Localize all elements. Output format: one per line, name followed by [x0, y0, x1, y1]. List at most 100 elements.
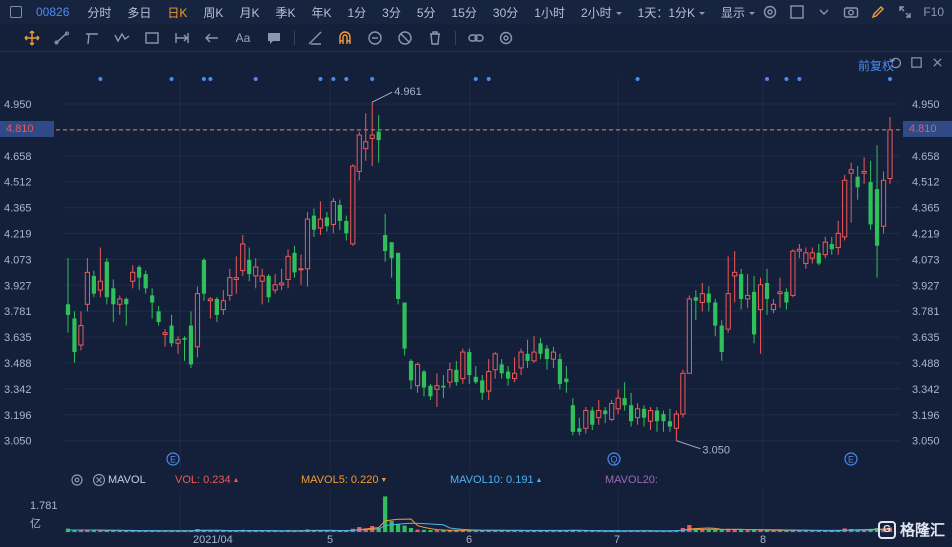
- event-dot[interactable]: [344, 77, 349, 81]
- timeframe-5[interactable]: 季K: [275, 5, 296, 20]
- timeframe-6[interactable]: 年K: [311, 5, 332, 20]
- arrow-icon[interactable]: [202, 28, 222, 48]
- text-tool[interactable]: Aa: [235, 31, 251, 45]
- magnet-icon[interactable]: [335, 28, 355, 48]
- timeframe-2[interactable]: 日K: [167, 5, 188, 20]
- timeframe-7[interactable]: 1分: [347, 5, 367, 20]
- event-marker-e[interactable]: E: [166, 452, 180, 466]
- timeframe-0[interactable]: 分时: [87, 5, 112, 20]
- gear-icon[interactable]: [496, 28, 516, 48]
- volume-bar: [777, 530, 783, 532]
- event-dot[interactable]: [169, 77, 174, 81]
- lock-icon[interactable]: [365, 28, 385, 48]
- timeframe-12[interactable]: 1小时: [534, 5, 565, 20]
- settings-icon[interactable]: [70, 473, 84, 487]
- channel-icon[interactable]: [82, 28, 102, 48]
- comment-icon[interactable]: [264, 28, 284, 48]
- event-dot[interactable]: [318, 77, 323, 81]
- volume-bar: [583, 530, 588, 532]
- square-icon[interactable]: [910, 56, 923, 69]
- event-dot[interactable]: [370, 77, 375, 81]
- volume-bar: [590, 531, 595, 532]
- event-dot[interactable]: [331, 77, 336, 81]
- stock-code[interactable]: 00826: [36, 5, 70, 19]
- event-marker-e[interactable]: E: [844, 452, 858, 466]
- event-marker-q[interactable]: Q: [607, 452, 621, 466]
- candle-body: [78, 325, 84, 346]
- candle-body: [395, 252, 401, 299]
- candle: [104, 258, 109, 305]
- trendline-icon[interactable]: [52, 28, 72, 48]
- y-tick-label-left: 3.927: [4, 280, 32, 292]
- volume-bar: [531, 530, 537, 532]
- layout-toggle-icon[interactable]: [10, 6, 22, 18]
- volume-bar: [143, 531, 148, 532]
- wave-icon[interactable]: [112, 28, 132, 48]
- candle: [751, 275, 757, 344]
- event-dot[interactable]: [784, 77, 789, 81]
- candle-body: [124, 298, 129, 305]
- timeframe-1[interactable]: 多日: [127, 5, 152, 20]
- price-chart[interactable]: 4.950 4.950 4.810 4.810 4.658 4.658 4.512 4.512…: [0, 70, 952, 470]
- candle: [330, 197, 336, 234]
- expand-icon[interactable]: [896, 3, 913, 20]
- candle-body: [887, 129, 893, 180]
- candle: [65, 258, 71, 333]
- volume-bar: [641, 531, 647, 532]
- event-dot[interactable]: [98, 77, 103, 81]
- y-tick-label-right: 4.073: [912, 254, 940, 266]
- f10-button[interactable]: F10: [923, 4, 944, 19]
- candle: [162, 329, 168, 347]
- event-dot[interactable]: [208, 77, 213, 81]
- timeframe-4[interactable]: 月K: [239, 5, 260, 20]
- candle-body: [389, 242, 394, 259]
- volume-bar: [551, 530, 556, 532]
- timeframe-14[interactable]: 1天：1分K: [630, 4, 713, 21]
- timeframe-13[interactable]: 2小时: [573, 4, 630, 21]
- camera-icon[interactable]: [842, 3, 859, 20]
- candle-body: [376, 131, 381, 141]
- event-dot[interactable]: [486, 77, 491, 81]
- checkbox-icon[interactable]: [788, 3, 805, 20]
- event-dot[interactable]: [201, 77, 206, 81]
- timeframe-9[interactable]: 5分: [416, 5, 436, 20]
- event-dot[interactable]: [797, 77, 802, 81]
- chevron-down-icon[interactable]: [815, 3, 832, 20]
- link-icon[interactable]: [466, 28, 486, 48]
- pencil-icon[interactable]: [869, 3, 886, 20]
- volume-bar: [810, 530, 815, 532]
- event-dot[interactable]: [888, 77, 892, 81]
- volume-chart[interactable]: 1.781 亿: [0, 490, 952, 534]
- timeframe-8[interactable]: 3分: [382, 5, 401, 20]
- close-icon[interactable]: [92, 473, 106, 487]
- hide-icon[interactable]: [395, 28, 415, 48]
- undo-icon[interactable]: [889, 56, 902, 69]
- settings-icon[interactable]: [761, 3, 778, 20]
- event-dot[interactable]: [765, 77, 770, 81]
- timeframe-15[interactable]: 显示: [713, 4, 763, 21]
- event-dot[interactable]: [635, 77, 640, 81]
- candle-body: [84, 271, 91, 305]
- close-icon[interactable]: [931, 56, 944, 69]
- candle-body: [253, 266, 259, 277]
- move-cursor-icon[interactable]: [22, 28, 42, 48]
- range-icon[interactable]: [172, 28, 192, 48]
- candle: [402, 302, 407, 356]
- timeframe-10[interactable]: 15分: [451, 5, 477, 20]
- candle: [525, 339, 530, 368]
- y-tick-label-right: 4.658: [912, 151, 940, 163]
- candle: [304, 212, 311, 287]
- event-dot[interactable]: [473, 77, 478, 81]
- trash-icon[interactable]: [425, 28, 445, 48]
- adjust-mode-button[interactable]: 前复权: [858, 59, 895, 73]
- y-tick-label-left: 4.658: [4, 151, 32, 163]
- rectangle-icon[interactable]: [142, 28, 162, 48]
- timeframe-3[interactable]: 周K: [203, 5, 224, 20]
- indicator-name[interactable]: MAVOL: [108, 474, 146, 486]
- ruler-icon[interactable]: [305, 28, 325, 48]
- event-dot[interactable]: [253, 77, 258, 81]
- timeframe-11[interactable]: 30分: [492, 5, 519, 20]
- y-tick-label-right: 3.196: [912, 410, 940, 422]
- volume-bar: [324, 530, 329, 532]
- candle: [577, 417, 582, 436]
